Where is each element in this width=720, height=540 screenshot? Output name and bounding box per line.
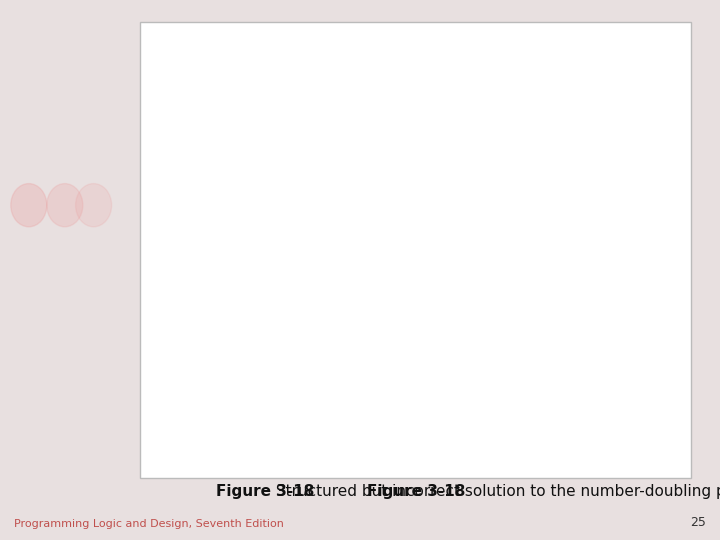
Text: 25: 25 [690, 516, 706, 529]
Text: Yes: Yes [389, 175, 410, 188]
FancyBboxPatch shape [377, 22, 675, 143]
Text: Figure 3-18 Structured but incorrect solution to the number-doubling problem: Figure 3-18 Structured but incorrect sol… [119, 484, 714, 499]
Text: Programming Logic and Design, Seventh Edition: Programming Logic and Design, Seventh Ed… [14, 519, 284, 529]
Bar [184, 93, 388, 141]
Text: calculatedAnswer =
originalNumber * 2: calculatedAnswer = originalNumber * 2 [423, 220, 552, 252]
Text: output
calculatedAnswer: output calculatedAnswer [431, 293, 544, 321]
Text: This logic is structured,
but flawed. When the user
inputs the eof value, it wil: This logic is structured, but flawed. Wh… [402, 58, 552, 121]
Bar [410, 215, 564, 256]
Polygon shape [397, 147, 578, 188]
FancyBboxPatch shape [243, 34, 369, 86]
Text: Structured but incorrect solution to the number-doubling problem: Structured but incorrect solution to the… [271, 484, 720, 499]
Text: Figure 3-18: Figure 3-18 [216, 484, 315, 499]
Polygon shape [397, 286, 578, 327]
Text: Figure 3-18: Figure 3-18 [367, 484, 465, 499]
Text: stop: stop [253, 282, 282, 295]
Text: start: start [288, 54, 323, 67]
Polygon shape [184, 145, 377, 241]
Text: Don't Do It: Don't Do It [402, 42, 478, 55]
Text: input
originalNumber: input originalNumber [438, 153, 537, 181]
Text: Declarations
   num originalNumber
   num calculatedAnswer: Declarations num originalNumber num calc… [190, 96, 345, 132]
Text: not eof?: not eof? [252, 186, 310, 199]
Bar [397, 191, 581, 346]
FancyBboxPatch shape [210, 262, 325, 315]
Text: No: No [222, 215, 240, 228]
